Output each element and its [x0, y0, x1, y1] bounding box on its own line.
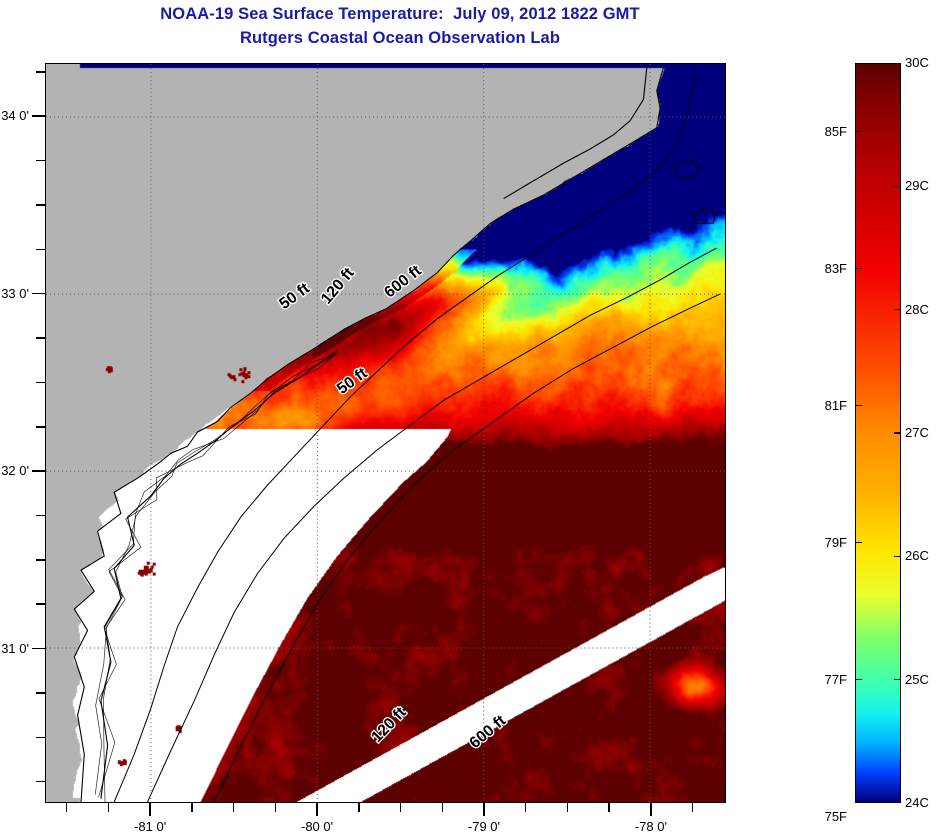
lon-tick [65, 803, 68, 812]
colorbar-label-f-5: 75F [824, 808, 847, 824]
lon-tick [441, 803, 443, 812]
sst-map-plot[interactable]: 50 ft 120 ft 600 ft 50 ft 120 ft 600 ft [45, 63, 726, 803]
lon-tick [191, 803, 193, 812]
svg-text:600 ft: 600 ft [381, 262, 425, 301]
lat-tick [36, 736, 45, 739]
lon-tick [566, 803, 569, 812]
lon-label-1: -80 0' [301, 819, 334, 832]
colorbar-tick-f [856, 267, 862, 270]
lon-label-0: -81 0' [134, 819, 167, 832]
lat-tick [36, 780, 45, 783]
colorbar-tick-f [856, 404, 862, 407]
colorbar-label-c-1: 29C [905, 178, 929, 194]
colorbar-tick-c [894, 308, 900, 311]
lat-tick [36, 514, 45, 517]
colorbar-tick-c [894, 432, 900, 434]
colorbar-tick-c [894, 185, 900, 188]
lon-tick [650, 803, 652, 816]
depth-contour-group [113, 67, 721, 802]
lon-label-3: -78 0' [634, 819, 667, 832]
colorbar-label-f-1: 83F [824, 260, 847, 276]
lon-tick [691, 803, 694, 812]
lat-label-3: 31 0' [1, 640, 29, 656]
colorbar-label-f-2: 81F [824, 397, 847, 413]
colorbar-label-f-3: 79F [824, 534, 847, 550]
lon-tick [149, 803, 151, 816]
page-title: NOAA-19 Sea Surface Temperature: July 09… [160, 5, 640, 23]
colorbar-label-f-0: 85F [824, 123, 847, 139]
colorbar-label-c-6: 24C [905, 795, 929, 810]
lat-tick [36, 204, 45, 206]
svg-text:50 ft: 50 ft [334, 364, 371, 397]
lon-tick [358, 803, 360, 812]
title-block: NOAA-19 Sea Surface Temperature: July 09… [0, 2, 800, 50]
lat-tick [36, 692, 45, 694]
lat-tick [36, 337, 45, 339]
lat-label-2: 32 0' [1, 463, 29, 479]
lat-tick [32, 647, 45, 650]
svg-text:120 ft: 120 ft [318, 264, 358, 307]
lat-label-0: 34 0' [1, 108, 29, 124]
colorbar-tick-f [856, 130, 862, 133]
lat-tick [32, 292, 45, 295]
colorbar-gradient [856, 64, 900, 802]
lon-label-2: -79 0' [467, 819, 501, 832]
lon-tick [316, 803, 318, 816]
sst-colorbar[interactable] [855, 63, 901, 803]
colorbar-tick-f [856, 678, 862, 681]
colorbar-label-f-4: 77F [824, 671, 847, 687]
lat-tick [36, 159, 45, 162]
graticule-grid [46, 64, 725, 802]
svg-text:120 ft: 120 ft [368, 704, 410, 746]
lon-tick [274, 803, 277, 812]
lat-tick [36, 603, 45, 605]
colorbar-tick-c [894, 678, 900, 681]
lat-tick [36, 71, 45, 73]
lat-tick [36, 381, 45, 384]
lon-tick [107, 803, 110, 812]
colorbar-label-c-4: 26C [905, 548, 929, 564]
lat-tick [32, 115, 45, 117]
colorbar-tick-f [856, 541, 862, 544]
lat-tick [36, 559, 45, 561]
colorbar-label-c-3: 27C [905, 425, 929, 440]
lat-tick [36, 248, 45, 251]
colorbar-label-c-5: 25C [905, 671, 929, 687]
lon-tick [399, 803, 402, 812]
lon-tick [232, 803, 235, 812]
sst-raster-layer [46, 64, 725, 802]
lat-tick [32, 470, 45, 472]
svg-text:50 ft: 50 ft [276, 280, 313, 313]
page-subtitle: Rutgers Coastal Ocean Observation Lab [239, 29, 561, 47]
lat-tick [36, 426, 45, 428]
coastline-group [73, 67, 718, 802]
lon-tick [608, 803, 610, 812]
colorbar-label-c-2: 28C [905, 301, 929, 317]
lon-tick [524, 803, 527, 812]
lon-tick [483, 803, 485, 816]
colorbar-tick-c [894, 555, 900, 558]
colorbar-label-c-0: 30C [905, 55, 929, 70]
svg-text:600 ft: 600 ft [466, 712, 509, 752]
lat-label-1: 33 0' [1, 285, 29, 301]
